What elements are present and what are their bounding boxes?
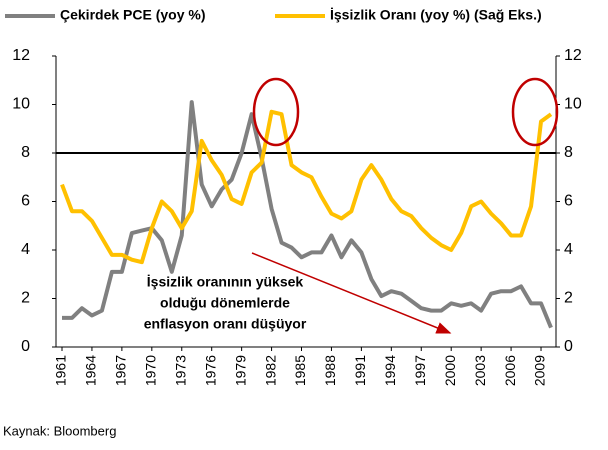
y-tick-label: 10: [12, 96, 30, 113]
highlight-ellipse: [511, 77, 559, 147]
x-tick-label: 1979: [232, 355, 248, 386]
x-tick-label: 1973: [172, 355, 188, 386]
legend-label: Çekirdek PCE (yoy %): [60, 7, 206, 23]
x-tick-label: 1985: [292, 355, 308, 386]
y2-tick-label: 12: [564, 47, 582, 64]
x-tick-label: 1964: [83, 355, 99, 386]
x-tick-label: 1970: [143, 355, 159, 386]
x-tick-label: 1967: [113, 355, 129, 386]
x-tick-label: 1982: [262, 355, 278, 386]
line-series: [62, 100, 553, 329]
annotation: İşsizlik oranının yüksek: [147, 274, 304, 290]
y-tick-label: 4: [21, 241, 30, 258]
x-tick-label: 2003: [472, 355, 488, 386]
y-tick-label: 0: [21, 338, 30, 355]
x-tick-label: 1997: [412, 355, 428, 386]
y2-tick-label: 2: [564, 290, 573, 307]
highlight-ellipse: [252, 77, 300, 147]
y-tick-label: 8: [21, 144, 30, 161]
x-tick-label: 1961: [53, 355, 69, 386]
x-tick-label: 1991: [352, 355, 368, 386]
source: Kaynak: Bloomberg: [3, 423, 116, 438]
x-tick-label: 2000: [442, 355, 458, 386]
y-tick-label: 12: [12, 47, 30, 64]
x-tick-label: 1988: [322, 355, 338, 386]
legend-label: İşsizlik Oranı (yoy %) (Sağ Eks.): [330, 7, 542, 23]
y-tick-label: 6: [21, 193, 30, 210]
y2-tick-label: 10: [564, 96, 582, 113]
annotation: olduğu dönemlerde: [160, 295, 290, 311]
x-tick-label: 1994: [382, 355, 398, 386]
x-tick-label: 2006: [502, 355, 518, 386]
y2-tick-label: 0: [564, 338, 573, 355]
y2-tick-label: 4: [564, 241, 573, 258]
x-tick-label: 2009: [532, 355, 548, 386]
plot: 0 2 4 6 8 10 12 0 2 4 6 8 10 12 1961 1964 1967 1970 1973 19…: [5, 7, 582, 386]
y-tick-label: 2: [21, 290, 30, 307]
y2-tick-label: 6: [564, 193, 573, 210]
y2-tick-label: 8: [564, 144, 573, 161]
annotation: enflasyon oranı düşüyor: [144, 316, 307, 332]
x-tick-label: 1976: [202, 355, 218, 386]
line-series: [60, 109, 553, 265]
arrow: [251, 252, 452, 334]
